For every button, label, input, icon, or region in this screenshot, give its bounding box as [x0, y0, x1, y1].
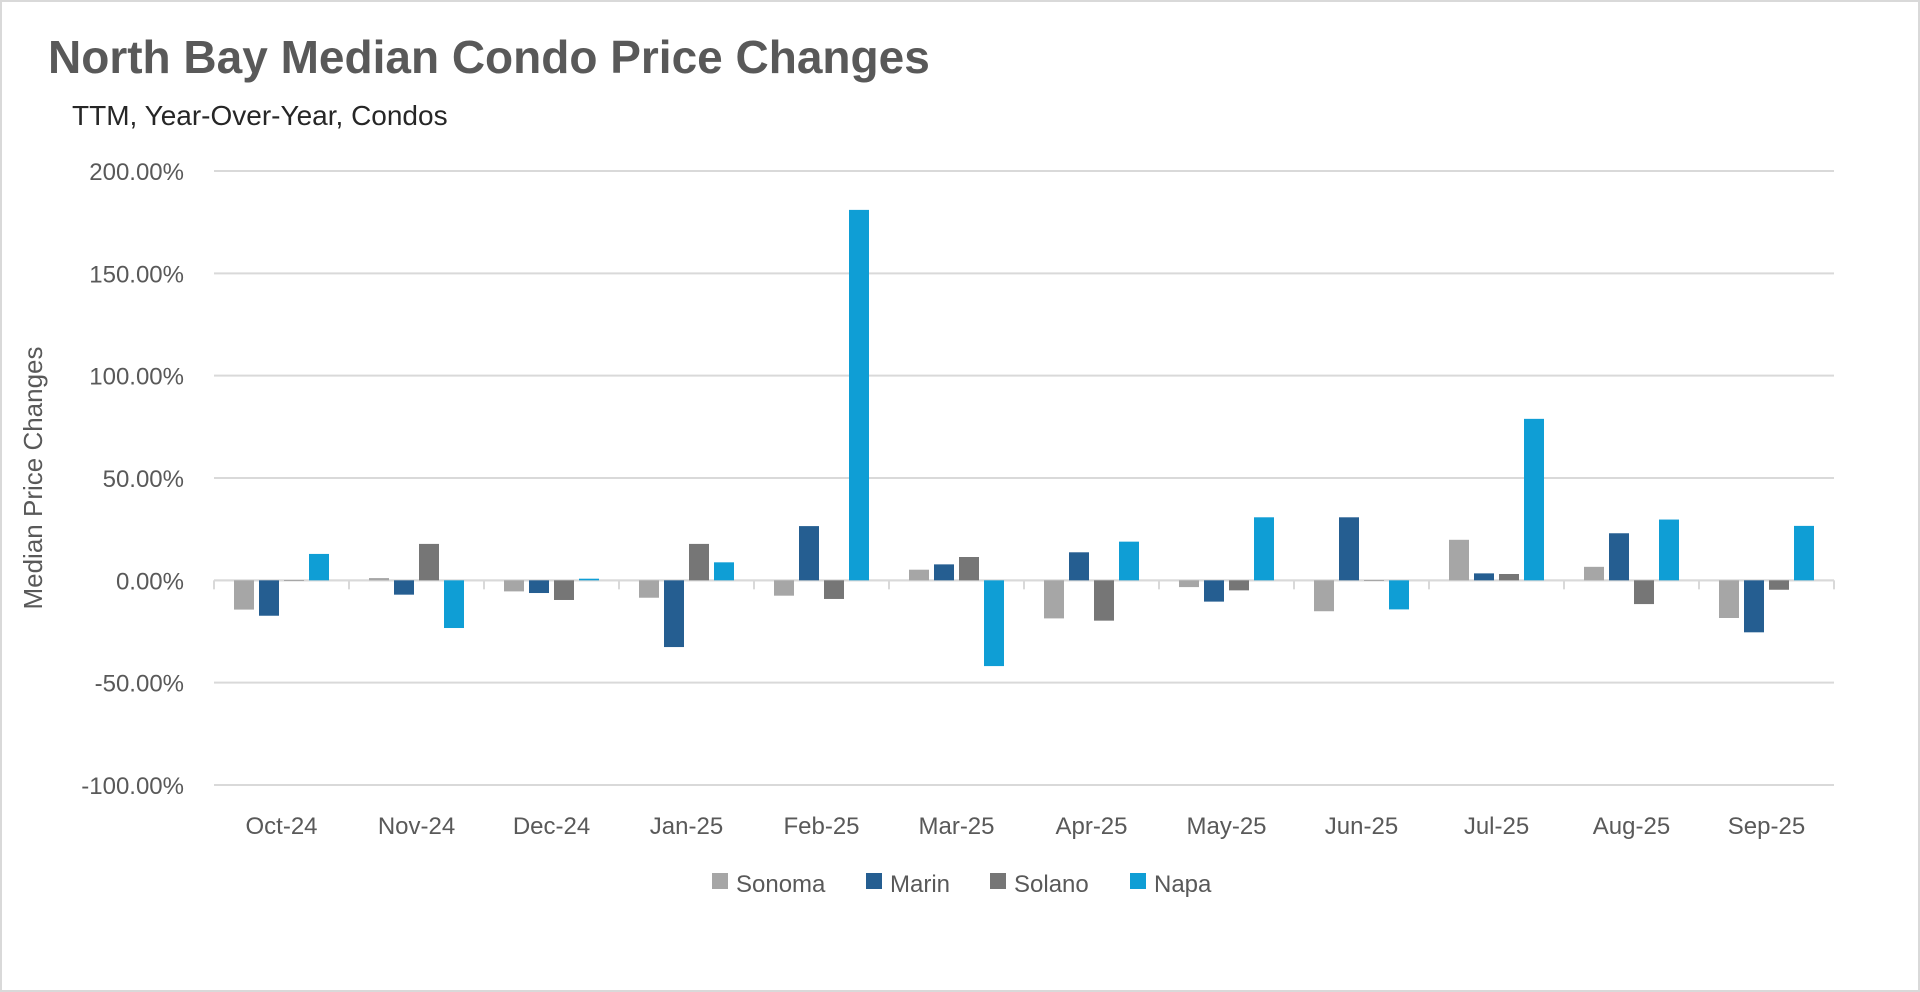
bar-sonoma-mar-25 — [909, 569, 929, 581]
bar-napa-nov-24 — [444, 580, 464, 629]
x-tick-label: Apr-25 — [1055, 813, 1127, 840]
bar-sonoma-may-25 — [1179, 580, 1199, 588]
chart-subtitle: TTM, Year-Over-Year, Condos — [72, 100, 448, 131]
bar-napa-oct-24 — [309, 553, 329, 581]
bar-sonoma-sep-25 — [1719, 580, 1739, 618]
bar-marin-mar-25 — [934, 564, 954, 581]
bar-napa-mar-25 — [984, 580, 1004, 667]
y-axis-title: Median Price Changes — [18, 346, 48, 609]
bar-solano-dec-24 — [554, 580, 574, 600]
bar-napa-feb-25 — [849, 209, 869, 581]
bar-sonoma-aug-25 — [1584, 566, 1604, 581]
bar-sonoma-jan-25 — [639, 580, 659, 598]
bar-marin-may-25 — [1204, 580, 1224, 602]
bar-napa-jan-25 — [714, 562, 734, 581]
y-tick-label: 100.00% — [89, 364, 184, 391]
bar-marin-sep-25 — [1744, 580, 1764, 633]
bar-napa-dec-24 — [579, 578, 599, 581]
legend-swatch-napa — [1130, 873, 1146, 889]
chart-title: North Bay Median Condo Price Changes — [48, 31, 930, 83]
x-tick-label: Aug-25 — [1593, 813, 1670, 840]
x-tick-label: Sep-25 — [1728, 813, 1805, 840]
bar-napa-jul-25 — [1524, 418, 1544, 581]
x-tick-label: Mar-25 — [918, 813, 994, 840]
bar-sonoma-dec-24 — [504, 580, 524, 592]
legend-label-napa: Napa — [1154, 871, 1212, 898]
legend-swatch-sonoma — [712, 873, 728, 889]
bar-napa-may-25 — [1254, 517, 1274, 581]
x-tick-label: May-25 — [1186, 813, 1266, 840]
bar-marin-aug-25 — [1609, 533, 1629, 581]
bar-marin-jun-25 — [1339, 517, 1359, 581]
bar-sonoma-feb-25 — [774, 580, 794, 596]
bar-solano-jan-25 — [689, 543, 709, 581]
legend-label-solano: Solano — [1014, 871, 1089, 898]
bar-marin-jul-25 — [1474, 573, 1494, 581]
bar-marin-feb-25 — [799, 526, 819, 581]
y-tick-label: -100.00% — [81, 773, 184, 800]
bar-napa-aug-25 — [1659, 519, 1679, 581]
y-tick-label: -50.00% — [95, 671, 184, 698]
bar-sonoma-nov-24 — [369, 578, 389, 581]
bar-napa-sep-25 — [1794, 525, 1814, 581]
bar-solano-feb-25 — [824, 580, 844, 599]
x-tick-label: Nov-24 — [378, 813, 455, 840]
bar-napa-apr-25 — [1119, 541, 1139, 581]
bar-napa-jun-25 — [1389, 580, 1409, 610]
bar-solano-jul-25 — [1499, 573, 1519, 581]
bar-solano-mar-25 — [959, 557, 979, 581]
x-tick-label: Jan-25 — [650, 813, 723, 840]
y-tick-label: 50.00% — [103, 466, 184, 493]
y-tick-label: 200.00% — [89, 159, 184, 186]
bar-solano-jun-25 — [1364, 580, 1384, 581]
bar-marin-nov-24 — [394, 580, 414, 595]
bar-marin-apr-25 — [1069, 552, 1089, 581]
bar-marin-oct-24 — [259, 580, 279, 616]
x-tick-label: Feb-25 — [783, 813, 859, 840]
legend-swatch-marin — [866, 873, 882, 889]
y-tick-label: 150.00% — [89, 261, 184, 288]
legend-label-marin: Marin — [890, 871, 950, 898]
y-tick-label: 0.00% — [116, 568, 184, 595]
bar-marin-jan-25 — [664, 580, 684, 648]
bar-solano-apr-25 — [1094, 580, 1114, 621]
legend-label-sonoma: Sonoma — [736, 871, 826, 898]
bar-solano-may-25 — [1229, 580, 1249, 591]
bar-solano-aug-25 — [1634, 580, 1654, 605]
bar-sonoma-apr-25 — [1044, 580, 1064, 619]
bar-solano-nov-24 — [419, 543, 439, 581]
bar-sonoma-jun-25 — [1314, 580, 1334, 612]
x-tick-label: Dec-24 — [513, 813, 590, 840]
x-tick-label: Oct-24 — [245, 813, 317, 840]
legend-swatch-solano — [990, 873, 1006, 889]
x-tick-label: Jun-25 — [1325, 813, 1398, 840]
bar-sonoma-oct-24 — [234, 580, 254, 610]
bar-marin-dec-24 — [529, 580, 549, 594]
x-tick-label: Jul-25 — [1464, 813, 1529, 840]
bar-solano-oct-24 — [284, 580, 304, 581]
bar-solano-sep-25 — [1769, 580, 1789, 590]
bar-sonoma-jul-25 — [1449, 539, 1469, 581]
